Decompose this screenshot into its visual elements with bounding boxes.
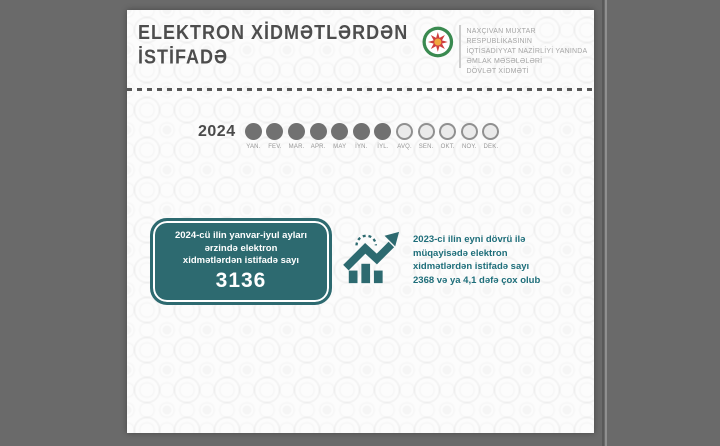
month-label: İYN. xyxy=(355,144,368,150)
azerbaijan-emblem-icon xyxy=(422,26,454,58)
comparison-line: xidmətlərdən istifadə sayı xyxy=(413,261,530,272)
organization-name: NAXÇIVAN MUXTAR RESPUBLİKASININ İQTİSADİ… xyxy=(467,25,595,77)
month-dots-row: YAN. FEV. MAR. APR. MAY İYN. İYL. AVQ. SEN. OKT. N… xyxy=(243,123,502,150)
month-timeline: 2024 YAN. FEV. MAR. APR. MAY İYN. İYL. AVQ. SEN.… xyxy=(198,123,502,150)
page-edge-shadow xyxy=(602,0,604,446)
month-dot-filled xyxy=(266,123,284,140)
month-indicator: AVQ. xyxy=(394,123,416,150)
page-title: ELEKTRON XİDMƏTLƏRDƏN İSTİFADƏ xyxy=(138,20,408,69)
page-edge-highlight xyxy=(605,0,607,446)
comparison-line: müqayisədə elektron xyxy=(413,247,508,259)
comparison-line: 2023-ci ilin eyni dövrü ilə xyxy=(413,234,526,245)
month-label: OKT. xyxy=(440,144,455,150)
comparison-text: 2023-ci ilin eyni dövrü ilə müqayisədə e… xyxy=(413,233,585,287)
month-indicator: OKT. xyxy=(437,123,459,150)
month-indicator: İYL. xyxy=(372,123,394,150)
usage-box-line: xidmətlərdən istifadə sayı xyxy=(182,255,300,266)
month-indicator: MAR. xyxy=(286,123,308,150)
page-title-line1: ELEKTRON XİDMƏTLƏRDƏN xyxy=(138,21,409,44)
growth-chart-icon xyxy=(343,231,400,284)
page-title-line2: İSTİFADƏ xyxy=(138,45,229,69)
month-label: DEK. xyxy=(483,144,499,150)
month-dot-empty xyxy=(439,123,457,140)
usage-box-text: 2024-cü ilin yanvar-iyul ayları ərzində … xyxy=(153,221,329,268)
organization-block: NAXÇIVAN MUXTAR RESPUBLİKASININ İQTİSADİ… xyxy=(422,25,594,77)
month-dot-empty xyxy=(460,123,478,140)
usage-box-line: ərzində elektron xyxy=(204,242,278,254)
month-label: YAN. xyxy=(246,144,261,150)
month-indicator: FEV. xyxy=(264,123,286,150)
month-dot-empty xyxy=(396,123,414,140)
infographic-card: ELEKTRON XİDMƏTLƏRDƏN İSTİFADƏ NAXÇIVAN … xyxy=(127,10,594,433)
usage-count-box: 2024-cü ilin yanvar-iyul ayları ərzində … xyxy=(150,218,332,305)
month-dot-empty xyxy=(482,123,500,140)
month-indicator: APR. xyxy=(307,123,329,150)
month-indicator: SEN. xyxy=(415,123,437,150)
month-label: MAY xyxy=(333,144,347,150)
month-indicator: DEK. xyxy=(480,123,502,150)
month-label: NOY. xyxy=(461,144,477,150)
usage-count-value: 3136 xyxy=(215,268,267,292)
month-dot-filled xyxy=(352,123,370,140)
month-dot-filled xyxy=(288,123,306,140)
org-line: NAXÇIVAN MUXTAR RESPUBLİKASININ xyxy=(466,28,536,45)
month-dot-filled xyxy=(331,123,349,140)
org-line: ƏMLAK MƏSƏLƏLƏRİ xyxy=(466,58,543,65)
month-dot-filled xyxy=(309,123,327,140)
month-dot-empty xyxy=(417,123,435,140)
month-dot-filled xyxy=(374,123,392,140)
month-indicator: NOY. xyxy=(459,123,481,150)
usage-box-line: 2024-cü ilin yanvar-iyul ayları xyxy=(174,230,307,241)
month-label: SEN. xyxy=(418,144,434,150)
year-label: 2024 xyxy=(198,122,236,140)
month-label: FEV. xyxy=(268,144,282,150)
month-label: AVQ. xyxy=(397,144,412,150)
comparison-line: 2368 və ya 4,1 dəfə çox olub xyxy=(413,274,541,286)
month-indicator: İYN. xyxy=(351,123,373,150)
month-label: İYL. xyxy=(377,144,389,150)
dashed-separator xyxy=(127,88,594,91)
month-label: MAR. xyxy=(288,144,305,150)
org-divider-line xyxy=(458,25,461,68)
month-label: APR. xyxy=(310,144,326,150)
month-indicator: YAN. xyxy=(243,123,265,150)
org-line: DÖVLƏT XİDMƏTİ xyxy=(466,68,529,75)
month-indicator: MAY xyxy=(329,123,351,150)
org-line: İQTİSADİYYAT NAZİRLİYİ YANINDA xyxy=(466,48,588,55)
month-dot-filled xyxy=(244,123,262,140)
